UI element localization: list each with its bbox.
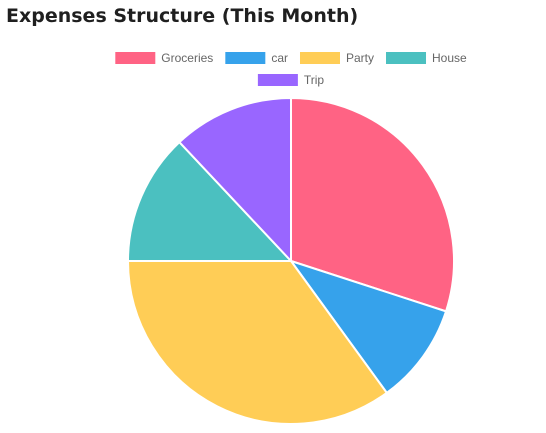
pie-slice-house[interactable]	[127, 141, 292, 262]
pie-slice-car[interactable]	[290, 260, 448, 394]
pie-slice-party[interactable]	[127, 260, 388, 425]
pie-slice-trip[interactable]	[178, 97, 292, 262]
legend-item-trip[interactable]: Trip	[257, 73, 325, 87]
legend-label: Party	[346, 51, 374, 65]
legend-label: Groceries	[161, 51, 213, 65]
legend-item-party[interactable]: Party	[299, 51, 374, 65]
pie-slice-groceries[interactable]	[290, 97, 455, 313]
legend-label: Trip	[304, 73, 325, 87]
legend-swatch	[386, 52, 427, 64]
legend-swatch	[115, 52, 156, 64]
legend-item-house[interactable]: House	[386, 51, 467, 65]
legend-label: House	[432, 51, 467, 65]
legend-swatch	[299, 52, 340, 64]
chart-title: Expenses Structure (This Month)	[6, 5, 359, 27]
legend-swatch	[257, 74, 298, 86]
legend-swatch	[225, 52, 266, 64]
chart-legend: Groceries car Party House Trip	[115, 51, 467, 87]
legend-item-car[interactable]: car	[225, 51, 288, 65]
legend-label: car	[271, 51, 288, 65]
legend-item-groceries[interactable]: Groceries	[115, 51, 213, 65]
pie-slices	[127, 97, 455, 425]
